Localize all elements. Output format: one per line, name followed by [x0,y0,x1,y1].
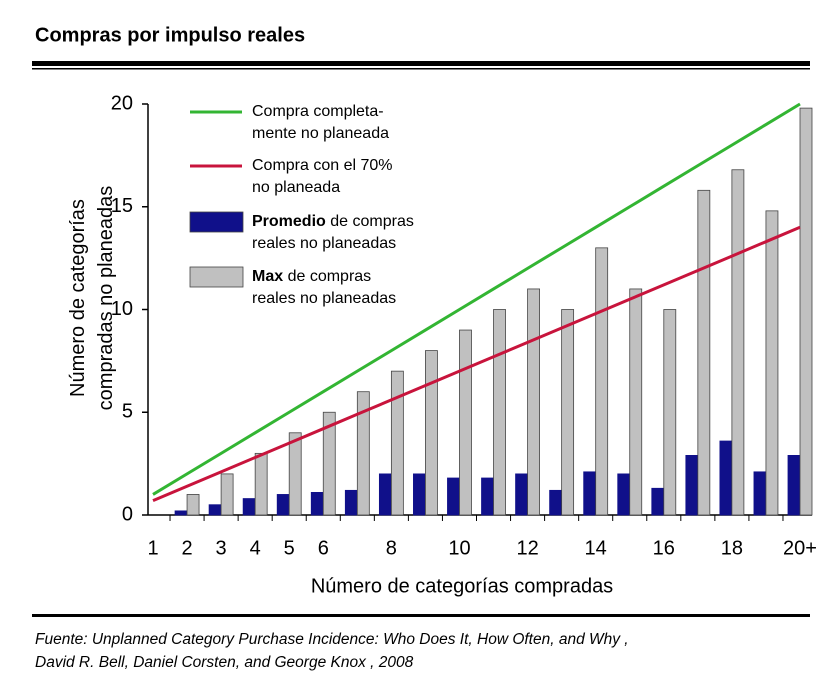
bar [208,504,222,516]
bar [425,350,438,516]
bar [787,455,801,516]
bar [447,477,460,516]
bar [322,411,336,516]
bar [481,477,494,516]
source: Fuente: Unplanned Category Purchase Inci… [35,631,629,671]
x-tick-label: 5 [284,537,295,559]
bar [356,391,370,516]
y-axis-title: Número de categorías compradas no planea… [67,185,117,411]
bar [583,471,597,516]
bar [493,309,506,516]
rule [32,61,810,66]
bar [685,455,699,516]
bar [459,329,472,516]
legend-label: Compra completa- mente no planeada [252,103,389,142]
bar [527,288,540,516]
bar [242,498,256,516]
legend-swatch [189,266,244,288]
y-tick-label: 10 [111,298,133,320]
x-tick-label: 12 [516,537,538,559]
x-tick-label: 10 [448,537,470,559]
legend-swatch [189,211,244,233]
y-tick-label: 15 [111,195,133,217]
x-tick-label: 14 [585,537,607,559]
bar [561,309,575,516]
bar [697,189,711,516]
legend-label: Promedio de compras reales no planeadas [252,213,414,252]
x-tick-label: 18 [721,537,743,559]
bar [629,288,643,516]
bar [276,494,290,516]
bar [344,489,358,516]
bar [413,473,426,516]
bar [651,487,665,516]
x-tick-label: 2 [181,537,192,559]
x-tick-label: 1 [147,537,158,559]
bar [731,169,745,516]
bar [220,473,234,516]
bar [174,510,188,516]
x-axis-title: Número de categorías compradas [311,575,613,597]
x-tick-label: 3 [216,537,227,559]
bar [595,247,609,516]
bar [753,471,767,516]
bar [288,432,302,516]
rule [32,614,810,617]
bar [765,210,779,516]
line [152,102,801,496]
bar [378,473,392,516]
y-tick-label: 0 [122,503,133,525]
rule [32,68,810,70]
y-tick-label: 5 [122,401,133,423]
bar [663,309,677,516]
bar [186,494,200,516]
title: Compras por impulso reales [35,24,305,46]
x-tick-label: 6 [318,537,329,559]
bar [799,107,813,516]
bar [549,489,563,516]
y-tick-label: 20 [111,92,133,114]
x-tick-label: 16 [653,537,675,559]
bar [310,491,324,516]
x-tick-label: 20+ [783,537,817,559]
x-tick-label: 8 [386,537,397,559]
bar [254,452,268,516]
bar [719,440,733,516]
bar [617,473,631,516]
line [152,225,801,502]
legend-label: Max de compras reales no planeadas [252,268,397,307]
legend-label: Compra con el 70% no planeada [252,157,393,196]
bar [390,370,404,516]
x-tick-label: 4 [250,537,261,559]
bar [515,473,528,516]
